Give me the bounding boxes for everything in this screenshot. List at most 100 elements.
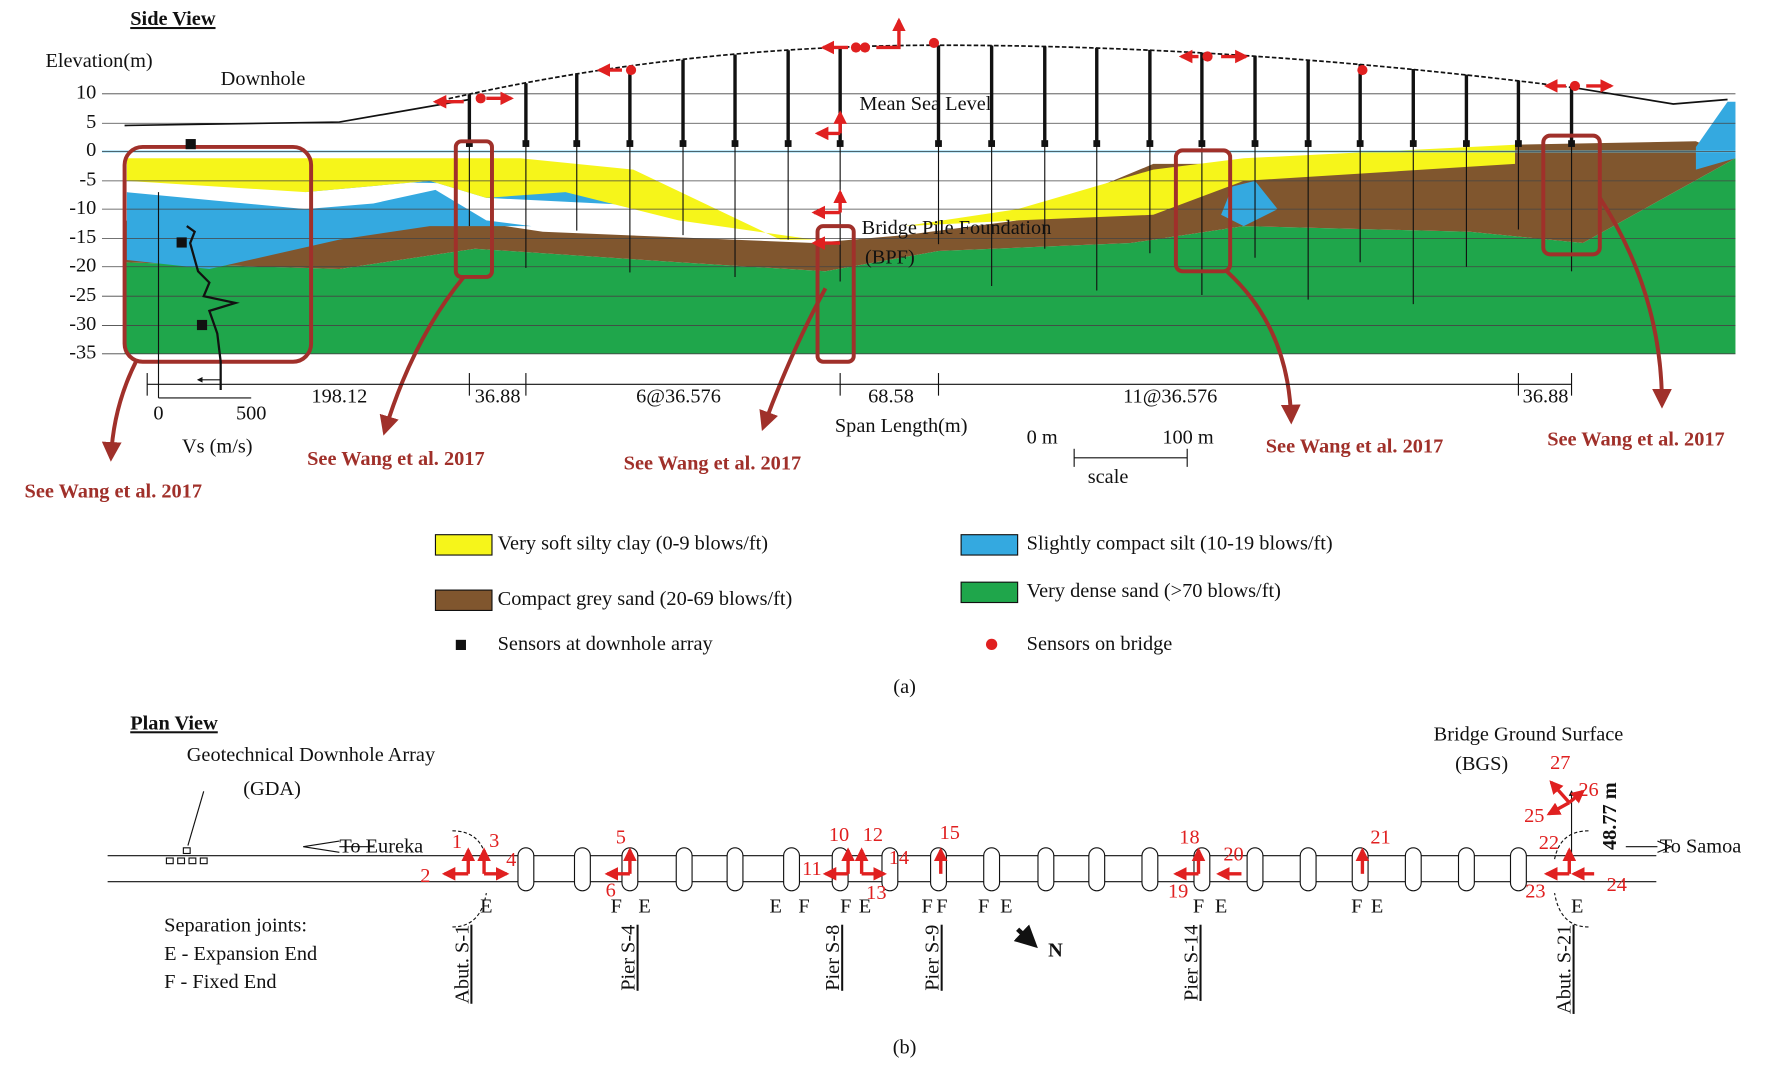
span-length: 36.88 [475, 386, 521, 408]
sensor-number: 2 [420, 865, 430, 887]
elevation-tick: -15 [69, 226, 96, 248]
scale-start: 0 m [1027, 426, 1058, 448]
scale-bar [1074, 449, 1187, 467]
vs-label: Vs (m/s) [182, 435, 253, 457]
pier [1511, 848, 1527, 891]
pier [984, 848, 1000, 891]
sensor-number: 3 [489, 830, 499, 852]
sensor-number: 12 [863, 824, 883, 846]
pile-cap [1515, 140, 1522, 147]
separation-joints: E - Expansion End [164, 943, 317, 965]
sensor-number: 10 [829, 824, 849, 846]
elevation-tick: -30 [69, 313, 96, 335]
pile-cap [1568, 140, 1575, 147]
pier [676, 848, 692, 891]
sensor-number: 5 [616, 826, 626, 848]
joint-label: F [936, 895, 947, 917]
legend-label: Very soft silty clay (0-9 blows/ft) [498, 533, 768, 555]
reference: See Wang et al. 2017 [307, 448, 485, 470]
support-label: Pier S-4 [618, 925, 640, 991]
joint-label: E [859, 895, 871, 917]
scale-end: 100 m [1162, 426, 1214, 448]
reference: See Wang et al. 2017 [25, 481, 203, 503]
elevation-tick: -5 [79, 169, 96, 191]
joint-label: E [638, 895, 650, 917]
pile-cap [1041, 140, 1048, 147]
bpf-label: Bridge Pile Foundation [862, 217, 1052, 239]
legend-label: Slightly compact silt (10-19 blows/ft) [1027, 533, 1333, 555]
span-length: 11@36.576 [1123, 386, 1217, 408]
bpf-label: (BPF) [865, 247, 915, 269]
support-label: Pier S-14 [1181, 925, 1203, 1001]
joint-label: E [1571, 895, 1583, 917]
pier [1038, 848, 1054, 891]
caption: (a) [893, 676, 916, 698]
scale-label: scale [1088, 466, 1129, 488]
pier [1089, 848, 1105, 891]
legend-label: Very dense sand (>70 blows/ft) [1027, 580, 1281, 602]
sensor-number: 11 [802, 858, 822, 880]
span-length: 198.12 [311, 386, 367, 408]
pile-cap [1463, 140, 1470, 147]
pile-cap [1357, 140, 1364, 147]
support-label: Pier S-9 [922, 925, 944, 991]
pile-cap [1147, 140, 1154, 147]
sensor-number: 26 [1578, 779, 1598, 801]
sensor-number: 18 [1179, 826, 1199, 848]
pier [931, 848, 947, 891]
gda-label: (GDA) [243, 778, 301, 800]
joint-label: F [611, 895, 622, 917]
elevation-label: Elevation(m) [45, 50, 152, 72]
span-length: 6@36.576 [636, 386, 721, 408]
sensor-number: 1 [452, 831, 462, 853]
pile-cap [1093, 140, 1100, 147]
joint-label: E [1371, 895, 1383, 917]
to-eureka: To Eureka [339, 835, 423, 857]
pile-cap [1305, 140, 1312, 147]
elevation-tick: 5 [86, 111, 96, 133]
sensor-number: 24 [1607, 874, 1627, 896]
sensor-number: 20 [1223, 843, 1243, 865]
elevation-tick: -20 [69, 254, 96, 276]
joint-label: F [922, 895, 933, 917]
support-label: Abut. S-1 [451, 925, 473, 1004]
joint-label: E [770, 895, 782, 917]
joint-label: F [978, 895, 989, 917]
vs-tick: 500 [236, 403, 267, 425]
joint-label: F [1193, 895, 1204, 917]
pier [727, 848, 743, 891]
elevation-tick: 0 [86, 139, 96, 161]
pile-cap [523, 140, 530, 147]
pier [575, 848, 591, 891]
pile-cap [1199, 140, 1206, 147]
to-samoa: To Samoa [1660, 835, 1742, 857]
pile-cap [988, 140, 995, 147]
reference: See Wang et al. 2017 [1547, 429, 1725, 451]
elevation-tick: -10 [69, 197, 96, 219]
reference: See Wang et al. 2017 [1266, 435, 1444, 457]
bgs-label: (BGS) [1455, 753, 1508, 775]
elevation-tick: -25 [69, 284, 96, 306]
span-length: 36.88 [1523, 386, 1569, 408]
pile-cap [785, 140, 792, 147]
pile-cap [1410, 140, 1417, 147]
bgs-label: Bridge Ground Surface [1434, 724, 1624, 746]
msl-label: Mean Sea Level [859, 93, 991, 115]
elevation-tick: -35 [69, 341, 96, 363]
legend-label: Sensors at downhole array [498, 633, 714, 655]
joint-label: F [798, 895, 809, 917]
sensor-number: 19 [1168, 881, 1188, 903]
pile-cap [627, 140, 634, 147]
sensor-number: 15 [940, 822, 960, 844]
pier [1459, 848, 1475, 891]
pier [1405, 848, 1421, 891]
elevation-tick: 10 [76, 81, 96, 103]
sensor-number: 23 [1525, 881, 1545, 903]
sensor-number: 21 [1370, 826, 1390, 848]
pile-cap [837, 140, 844, 147]
side-view-title: Side View [130, 8, 216, 30]
joint-label: E [1215, 895, 1227, 917]
separation-joints: Separation joints: [164, 915, 307, 937]
caption: (b) [893, 1037, 917, 1059]
span-label: Span Length(m) [835, 415, 968, 437]
